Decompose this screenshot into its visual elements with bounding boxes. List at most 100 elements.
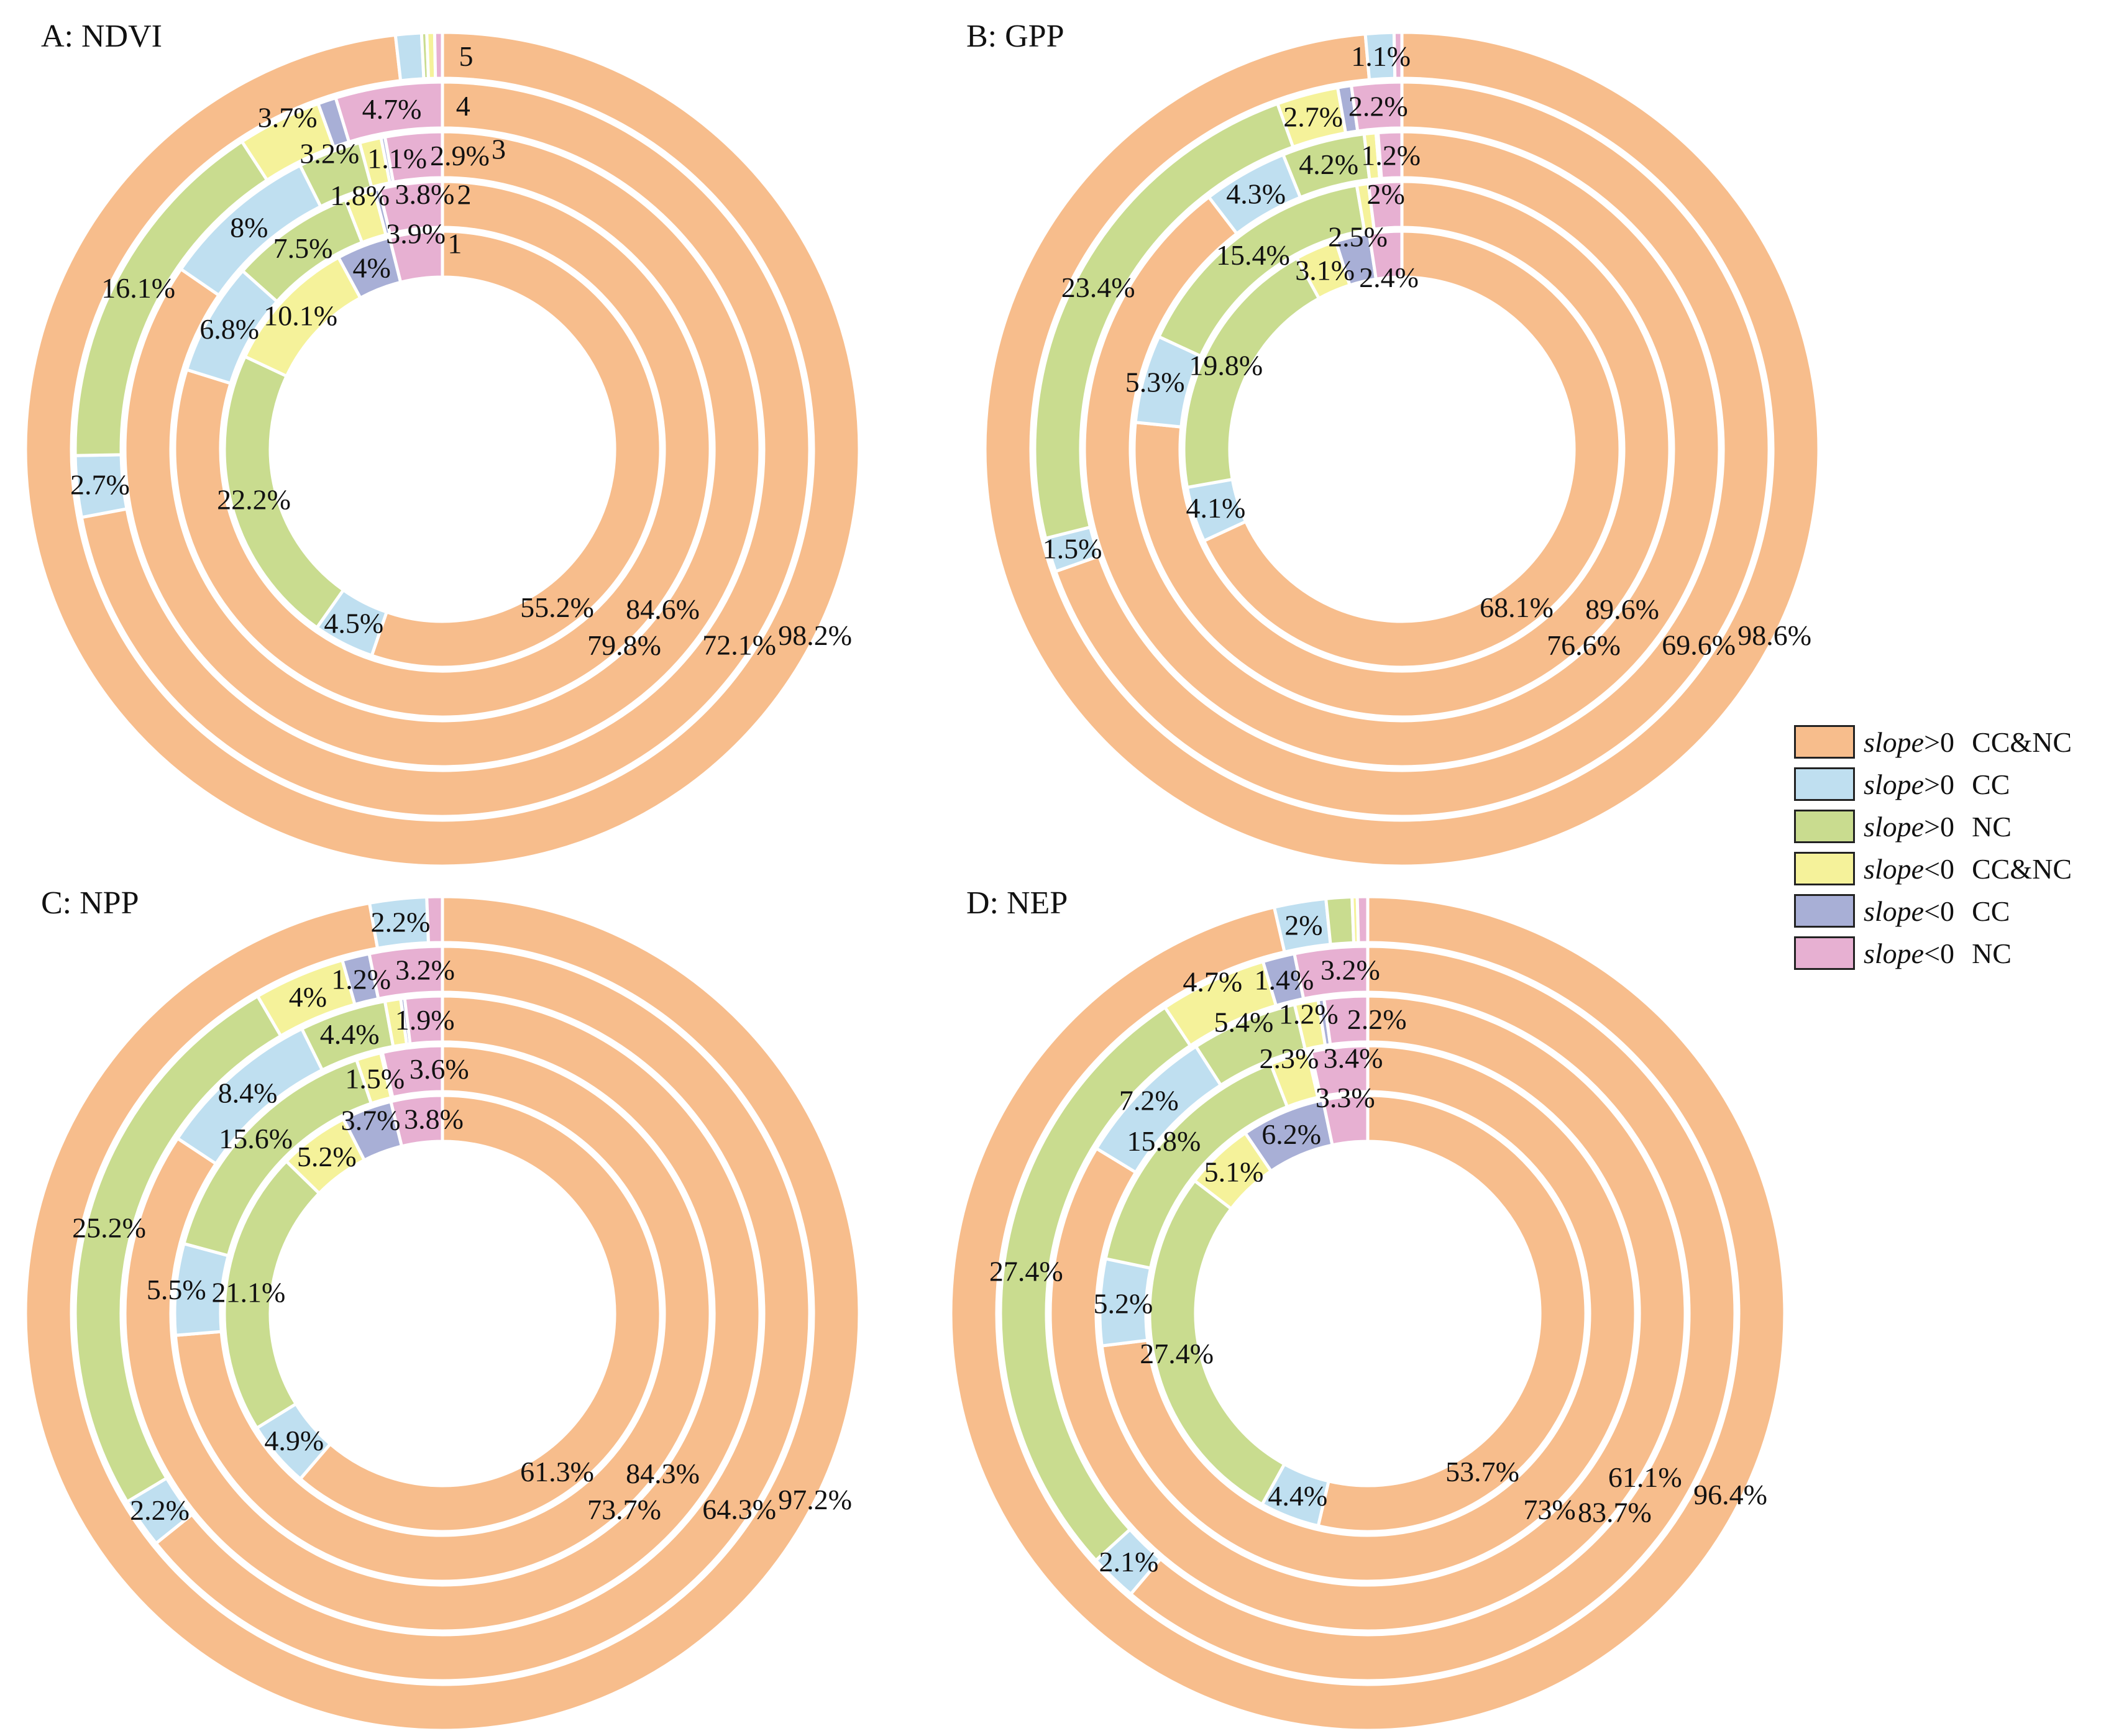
data-label: 68.1% bbox=[1480, 592, 1554, 623]
data-label: 3.4% bbox=[1324, 1043, 1383, 1074]
donut-segment bbox=[1322, 994, 1370, 1046]
legend-item: slope <0 CC bbox=[1794, 890, 2072, 932]
data-label: 2.5% bbox=[1328, 221, 1388, 252]
data-label: 15.8% bbox=[1127, 1125, 1201, 1157]
data-label: 97.2% bbox=[778, 1484, 852, 1515]
data-label: 5.3% bbox=[1125, 366, 1185, 398]
donut-segment bbox=[1355, 895, 1370, 944]
data-label: 2.2% bbox=[1348, 90, 1408, 122]
data-label: 2% bbox=[1366, 178, 1404, 210]
ring-number-label: 3 bbox=[492, 133, 506, 165]
data-label: 4.1% bbox=[1186, 492, 1246, 524]
data-label: 3.9% bbox=[386, 218, 446, 250]
data-label: 4.4% bbox=[1268, 1480, 1327, 1512]
data-label: 3.2% bbox=[395, 954, 455, 986]
data-label: 1.2% bbox=[1361, 139, 1421, 171]
data-label: 7.2% bbox=[1119, 1085, 1179, 1117]
data-label: 3.1% bbox=[1295, 254, 1355, 286]
data-label: 3.7% bbox=[258, 101, 318, 133]
data-label: 1.5% bbox=[345, 1062, 405, 1094]
data-label: 73.7% bbox=[587, 1494, 661, 1525]
legend-group: NC bbox=[1972, 810, 2012, 843]
data-label: 6.2% bbox=[1261, 1118, 1321, 1150]
legend-swatch bbox=[1794, 936, 1855, 970]
data-label: 2.9% bbox=[430, 140, 490, 171]
data-label: 27.4% bbox=[989, 1255, 1063, 1287]
legend-var: slope bbox=[1864, 937, 1925, 969]
data-label: 25.2% bbox=[72, 1212, 146, 1244]
data-label: 55.2% bbox=[520, 592, 594, 623]
data-label: 5.2% bbox=[297, 1141, 357, 1172]
donut-segment bbox=[433, 30, 444, 80]
data-label: 1.8% bbox=[330, 180, 390, 211]
data-label: 3.8% bbox=[395, 178, 455, 210]
data-label: 4.2% bbox=[1299, 148, 1358, 180]
donut-segment bbox=[983, 30, 1821, 868]
donut-segment bbox=[24, 30, 861, 868]
data-label: 27.4% bbox=[1140, 1338, 1214, 1369]
legend-op: >0 bbox=[1924, 810, 1955, 843]
legend-swatch bbox=[1794, 852, 1855, 885]
donut-segment bbox=[380, 1044, 444, 1100]
data-label: 4.7% bbox=[362, 93, 422, 125]
data-label: 1.1% bbox=[1351, 40, 1411, 72]
data-label: 15.6% bbox=[219, 1123, 293, 1154]
data-label: 19.8% bbox=[1189, 350, 1263, 381]
data-label: 2.2% bbox=[370, 907, 430, 938]
data-label: 1.4% bbox=[1255, 964, 1314, 996]
data-label: 15.4% bbox=[1216, 239, 1290, 271]
data-label: 10.1% bbox=[263, 300, 337, 332]
panel-title: B: GPP bbox=[966, 19, 1064, 54]
data-label: 84.6% bbox=[626, 593, 700, 625]
donut-segment bbox=[1366, 180, 1404, 231]
data-label: 89.6% bbox=[1585, 593, 1659, 625]
donut-segment bbox=[298, 1094, 662, 1533]
legend-var: slope bbox=[1864, 726, 1925, 758]
donut-segment bbox=[1048, 994, 1687, 1633]
legend-item: slope >0 NC bbox=[1794, 805, 2072, 847]
legend: slope >0 CC&NC slope >0 CC slope >0 NC slope <0… bbox=[1794, 721, 2072, 974]
data-label: 8.4% bbox=[218, 1077, 278, 1108]
donut-segment bbox=[367, 944, 444, 1001]
data-label: 5.4% bbox=[1214, 1007, 1273, 1038]
data-label: 7.5% bbox=[273, 232, 333, 264]
data-label: 69.6% bbox=[1662, 629, 1736, 661]
data-label: 61.1% bbox=[1608, 1461, 1682, 1493]
data-label: 98.2% bbox=[778, 619, 852, 651]
donut-segment bbox=[1053, 80, 1771, 818]
ring-number-label: 1 bbox=[447, 228, 462, 260]
data-label: 4.3% bbox=[1226, 178, 1286, 209]
data-label: 1.2% bbox=[331, 964, 391, 995]
ring-number-label: 2 bbox=[457, 178, 471, 210]
donut-segment bbox=[1321, 1094, 1370, 1147]
data-label: 1.5% bbox=[1043, 533, 1102, 565]
data-label: 21.1% bbox=[211, 1277, 285, 1309]
donut-segment bbox=[334, 80, 444, 144]
legend-swatch bbox=[1794, 725, 1855, 759]
donut-segment bbox=[1202, 229, 1622, 669]
legend-swatch bbox=[1794, 810, 1855, 843]
donut-segment bbox=[1100, 1044, 1637, 1583]
data-label: 64.3% bbox=[702, 1494, 776, 1525]
data-label: 3.2% bbox=[1321, 954, 1380, 986]
data-label: 2.7% bbox=[70, 468, 130, 500]
ring-number-label: 4 bbox=[456, 90, 470, 122]
donut-segment bbox=[1292, 944, 1370, 1001]
legend-swatch bbox=[1794, 767, 1855, 801]
data-label: 4.5% bbox=[324, 608, 383, 639]
donut-segment bbox=[1309, 1044, 1370, 1099]
donut-segment bbox=[123, 130, 762, 769]
donut-segment bbox=[1392, 30, 1404, 80]
donut-segment bbox=[173, 1044, 712, 1583]
donut-segment bbox=[80, 80, 812, 818]
donut-segment bbox=[1128, 944, 1737, 1683]
data-label: 79.8% bbox=[587, 629, 661, 661]
legend-var: slope bbox=[1864, 852, 1925, 885]
data-label: 2.1% bbox=[1099, 1546, 1158, 1578]
donut-segment bbox=[24, 895, 861, 1732]
data-label: 23.4% bbox=[1061, 272, 1135, 303]
donut-segment bbox=[1132, 180, 1672, 719]
legend-group: CC bbox=[1972, 895, 2010, 927]
data-label: 22.2% bbox=[217, 484, 291, 516]
